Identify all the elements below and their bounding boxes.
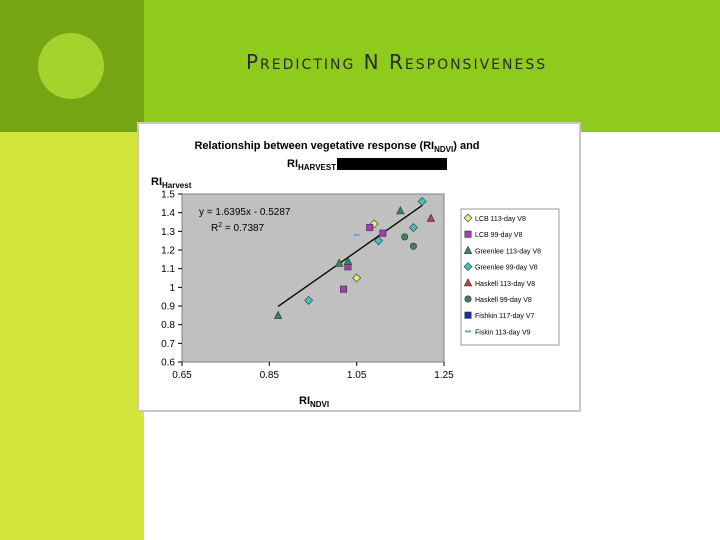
x-tick-label: 1.25 <box>434 370 454 381</box>
y-tick-label: 0.6 <box>161 358 175 369</box>
trendline <box>277 204 423 307</box>
data-point <box>335 258 344 267</box>
legend-entry: Greenlee 113-day V8 <box>475 248 541 255</box>
legend-entry: LCB 99-day V8 <box>475 232 523 239</box>
x-tick-label: 0.65 <box>172 370 192 381</box>
legend-marker <box>463 262 473 272</box>
legend-marker <box>463 245 473 254</box>
regression-equation: y = 1.6395x - 0.5287 <box>199 207 291 218</box>
y-tick-label: 0.9 <box>161 302 175 313</box>
legend-box <box>460 208 560 346</box>
legend-marker <box>464 230 472 238</box>
y-tick-label: 0.8 <box>161 320 175 331</box>
data-point <box>352 273 362 283</box>
legend-entry: LCB 113-day V8 <box>475 216 526 223</box>
x-axis-label: RINDVI <box>299 395 329 409</box>
data-point <box>426 213 436 222</box>
legend-marker <box>463 278 473 287</box>
data-point <box>396 206 405 215</box>
scatter-chart: Relationship between vegetative response… <box>151 140 560 409</box>
y-tick-label: 1.1 <box>161 264 175 275</box>
y-tick-label: 0.7 <box>161 339 175 350</box>
legend-entry: Haskell 113-day V8 <box>475 281 535 288</box>
data-point <box>366 224 374 232</box>
data-point <box>273 310 283 319</box>
y-tick-label: 1.4 <box>161 208 175 219</box>
chart-title-line2: RIHARVEST <box>287 158 336 172</box>
y-tick-label: 1.2 <box>161 246 175 257</box>
y-tick-label: 1.3 <box>161 227 175 238</box>
chart-title-line1: Relationship between vegetative response… <box>194 140 479 154</box>
r-squared-label: R2 = 0.7387 <box>211 222 265 234</box>
legend-marker <box>463 213 473 223</box>
redaction-bar <box>337 158 447 170</box>
legend-entry: Fiskin 113-day V9 <box>475 329 531 336</box>
y-tick-label: 1 <box>169 283 175 294</box>
y-tick-label: 1.5 <box>161 190 175 201</box>
chart-frame: Relationship between vegetative response… <box>137 122 581 412</box>
data-point <box>343 256 353 265</box>
y-axis-label: RIHarvest <box>151 176 192 190</box>
decorative-circle <box>38 33 104 99</box>
legend-entry: Greenlee 99-day V8 <box>475 265 538 272</box>
slide-title: Predicting N Responsiveness <box>246 50 548 74</box>
legend-marker <box>464 311 472 319</box>
data-point <box>379 229 387 237</box>
x-tick-label: 0.85 <box>260 370 280 381</box>
data-point <box>417 197 427 206</box>
legend-marker <box>464 295 472 303</box>
data-point <box>401 233 409 241</box>
data-point <box>409 223 418 233</box>
x-tick-label: 1.05 <box>347 370 367 381</box>
data-point <box>409 242 417 250</box>
legend-entry: Fishkin 117-day V7 <box>475 313 535 320</box>
legend-entry: Haskell 99-day V8 <box>475 297 532 304</box>
data-point <box>304 295 314 305</box>
plot-area <box>181 193 445 363</box>
data-point <box>374 236 383 246</box>
data-point <box>340 285 348 293</box>
